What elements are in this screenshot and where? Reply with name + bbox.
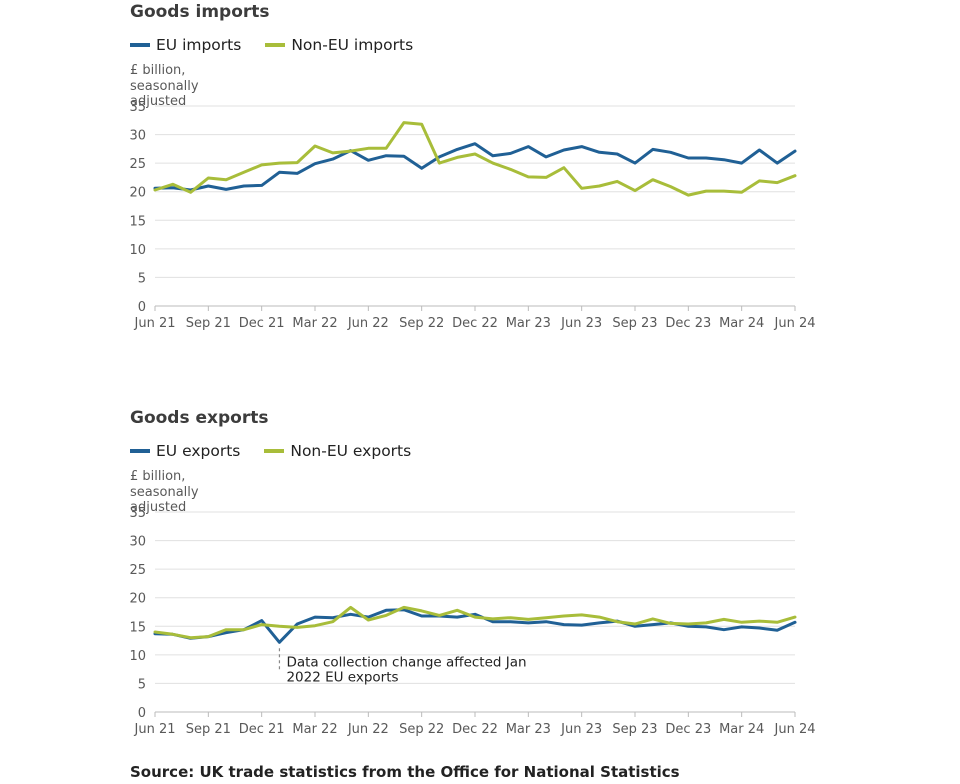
- y-tick-label: 35: [129, 100, 146, 115]
- y-tick-label: 5: [138, 271, 146, 286]
- imports-chart-title: Goods imports: [130, 2, 270, 22]
- x-tick-label: Sep 21: [186, 722, 231, 737]
- x-tick-label: Mar 23: [506, 722, 551, 737]
- y-tick-label: 20: [129, 186, 146, 201]
- x-tick-label: Jun 24: [774, 316, 816, 331]
- exports-line-chart: 0 5 10 15 20 25 30 35 Jun 21 Sep 21 Dec 21 Mar 22 Ju…: [129, 506, 816, 737]
- legend-swatch-eu: [130, 43, 150, 47]
- y-tick-label: 10: [129, 649, 146, 664]
- x-tick-label: Jun 21: [134, 316, 176, 331]
- x-tick-label: Sep 22: [399, 316, 444, 331]
- y-tick-label: 15: [129, 214, 146, 229]
- x-tick-label: Dec 21: [239, 316, 285, 331]
- y-tick-label: 25: [129, 157, 146, 172]
- legend-item-eu-exports: EU exports: [130, 442, 240, 460]
- y-tick-label: 30: [129, 129, 146, 144]
- x-tick-label: Mar 24: [719, 722, 764, 737]
- legend-label-eu-exports: EU exports: [156, 442, 241, 460]
- series-line-non-eu-exports: [153, 605, 797, 640]
- exports-legend: EU exports Non-EU exports: [130, 442, 435, 460]
- x-tick-label: Sep 22: [399, 722, 444, 737]
- legend-item-eu-imports: EU imports: [130, 36, 241, 54]
- x-tick-label: Mar 22: [292, 722, 337, 737]
- source-note: Source: UK trade statistics from the Off…: [130, 763, 680, 781]
- x-tick-label: Jun 23: [560, 722, 602, 737]
- imports-line-chart: 0 5 10 15 20 25 30 35 Jun 21 Sep 21 Dec 21 Mar 22 Ju…: [129, 100, 816, 331]
- y-tick-label: 35: [129, 506, 146, 521]
- y-tick-label: 30: [129, 535, 146, 550]
- legend-swatch-non-eu: [265, 43, 286, 47]
- series-line-non-eu-imports: [153, 121, 797, 197]
- x-tick-label: Mar 22: [292, 316, 337, 331]
- legend-label-eu-imports: EU imports: [156, 36, 242, 54]
- x-tick-label: Sep 23: [612, 722, 657, 737]
- series-line-eu-exports: [153, 608, 797, 644]
- legend-item-non-eu-imports: Non-EU imports: [265, 36, 413, 54]
- y-tick-label: 20: [129, 592, 146, 607]
- x-tick-label: Dec 21: [239, 722, 285, 737]
- x-tick-label: Sep 23: [612, 316, 657, 331]
- annotation-text-line1: Data collection change affected Jan: [286, 654, 526, 670]
- x-tick-label: Dec 23: [665, 722, 711, 737]
- imports-y-axis-unit: £ billion, seasonally adjusted: [130, 63, 199, 109]
- exports-y-axis-unit: £ billion, seasonally adjusted: [130, 469, 199, 515]
- imports-legend: EU imports Non-EU imports: [130, 36, 437, 54]
- exports-chart-title: Goods exports: [130, 408, 269, 428]
- x-tick-label: Mar 24: [719, 316, 764, 331]
- y-tick-label: 5: [138, 677, 146, 692]
- x-tick-label: Dec 22: [452, 722, 498, 737]
- y-tick-label: 0: [138, 706, 146, 721]
- legend-item-non-eu-exports: Non-EU exports: [264, 442, 411, 460]
- x-tick-label: Sep 21: [186, 316, 231, 331]
- x-tick-label: Jun 24: [774, 722, 816, 737]
- x-tick-label: Jun 23: [560, 316, 602, 331]
- y-tick-label: 25: [129, 563, 146, 578]
- legend-swatch-non-eu: [264, 449, 285, 453]
- x-tick-label: Jun 22: [347, 722, 389, 737]
- y-tick-label: 10: [129, 243, 146, 258]
- legend-label-non-eu-exports: Non-EU exports: [290, 442, 412, 460]
- x-tick-label: Jun 22: [347, 316, 389, 331]
- annotation-text-line2: 2022 EU exports: [286, 669, 398, 685]
- y-tick-label: 15: [129, 620, 146, 635]
- legend-label-non-eu-imports: Non-EU imports: [291, 36, 414, 54]
- legend-swatch-eu: [130, 449, 150, 453]
- y-tick-label: 0: [138, 300, 146, 315]
- x-tick-label: Dec 22: [452, 316, 498, 331]
- x-tick-label: Jun 21: [134, 722, 176, 737]
- series-line-eu-imports: [153, 142, 797, 192]
- x-tick-label: Mar 23: [506, 316, 551, 331]
- x-tick-label: Dec 23: [665, 316, 711, 331]
